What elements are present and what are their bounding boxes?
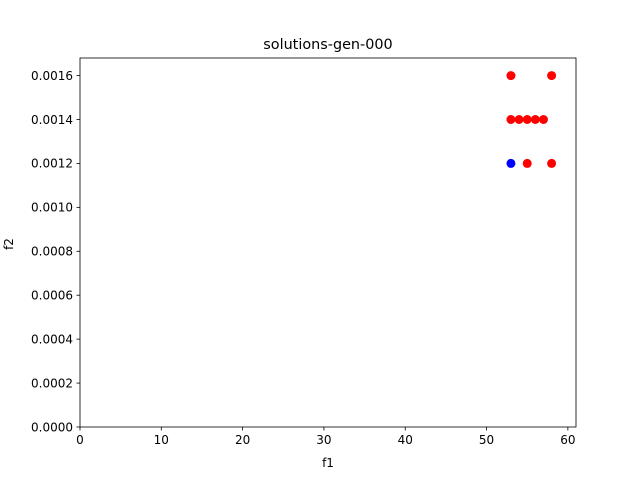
x-tick-label: 40 xyxy=(398,433,413,447)
y-tick-label: 0.0006 xyxy=(31,289,73,303)
y-tick-label: 0.0004 xyxy=(31,332,73,346)
y-tick-label: 0.0000 xyxy=(31,420,73,434)
data-point xyxy=(538,115,548,124)
x-tick-label: 60 xyxy=(560,433,575,447)
data-point xyxy=(530,115,540,124)
y-tick-label: 0.0002 xyxy=(31,376,73,390)
data-point xyxy=(506,71,516,81)
chart-title: solutions-gen-000 xyxy=(263,37,392,53)
plot-area: 0 10 20 30 40 50 60 0.0000 0.0002 0.0004 0.0006 0.0… xyxy=(31,57,577,447)
data-point xyxy=(506,115,516,124)
x-tick-label: 30 xyxy=(316,433,331,447)
x-axis-label: f1 xyxy=(322,456,334,470)
y-tick-label: 0.0016 xyxy=(31,69,73,83)
data-point xyxy=(514,115,524,124)
x-tick-label: 10 xyxy=(154,433,169,447)
y-tick-label: 0.0010 xyxy=(31,201,73,215)
y-tick-label: 0.0014 xyxy=(31,113,73,127)
data-point xyxy=(506,158,516,168)
data-point xyxy=(522,115,532,124)
y-axis-label: f2 xyxy=(2,238,16,250)
x-tick-label: 50 xyxy=(479,433,494,447)
x-tick-label: 20 xyxy=(235,433,250,447)
y-tick-label: 0.0012 xyxy=(31,157,73,171)
axes-frame xyxy=(79,57,577,428)
data-point xyxy=(547,158,557,168)
x-tick-label: 0 xyxy=(76,433,84,447)
data-point xyxy=(547,71,557,81)
data-point xyxy=(522,158,532,168)
y-tick-label: 0.0008 xyxy=(31,245,73,259)
